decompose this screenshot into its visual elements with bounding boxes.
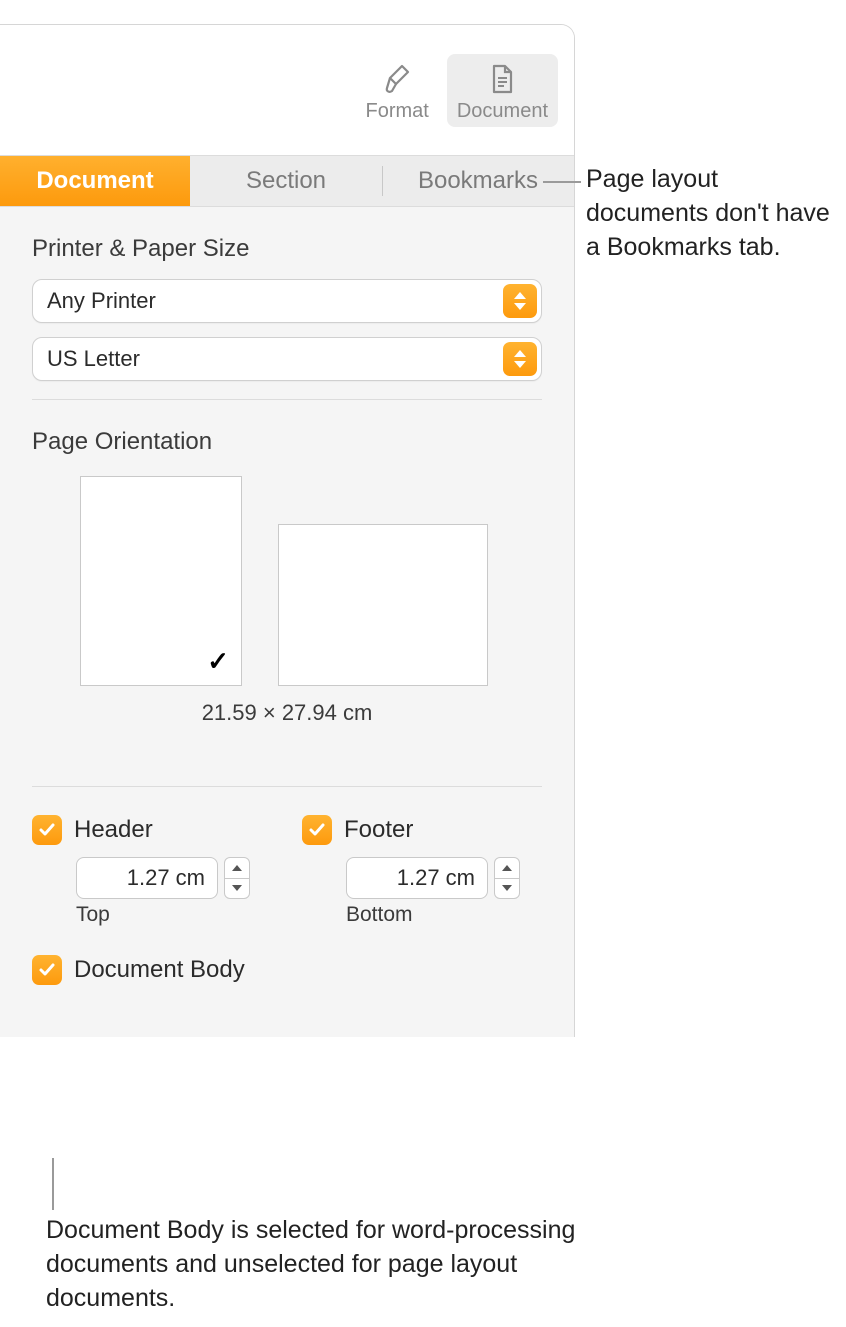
format-button[interactable]: Format xyxy=(356,54,439,127)
callout-bookmarks: Page layout documents don't have a Bookm… xyxy=(586,163,836,264)
header-checkbox[interactable] xyxy=(32,815,62,845)
divider xyxy=(32,399,542,400)
inspector-content: Printer & Paper Size Any Printer US Lett… xyxy=(0,207,574,1037)
document-button[interactable]: Document xyxy=(447,54,558,127)
footer-sublabel: Bottom xyxy=(346,903,542,927)
orientation-title: Page Orientation xyxy=(32,428,542,456)
orientation-landscape[interactable] xyxy=(278,524,488,686)
printer-value: Any Printer xyxy=(47,288,156,314)
stepper-up[interactable] xyxy=(225,858,249,879)
toolbar: Format Document xyxy=(0,25,574,155)
header-margin-input[interactable] xyxy=(76,857,218,899)
header-sublabel: Top xyxy=(76,903,272,927)
stepper-buttons xyxy=(494,857,520,899)
chevron-updown-icon xyxy=(503,284,537,318)
document-body-checkbox[interactable] xyxy=(32,955,62,985)
footer-column: Footer Bottom xyxy=(302,815,542,927)
footer-margin-stepper xyxy=(346,857,542,899)
page-dimensions: 21.59 × 27.94 cm xyxy=(32,700,542,726)
document-icon xyxy=(485,62,519,96)
printer-select[interactable]: Any Printer xyxy=(32,279,542,323)
callout-line xyxy=(52,1158,54,1210)
paper-size-select[interactable]: US Letter xyxy=(32,337,542,381)
header-label: Header xyxy=(74,816,153,844)
footer-margin-input[interactable] xyxy=(346,857,488,899)
format-label: Format xyxy=(366,100,429,123)
divider xyxy=(32,786,542,787)
inspector-panel: Format Document Document Section Bookmar… xyxy=(0,24,575,1037)
document-label: Document xyxy=(457,100,548,123)
stepper-up[interactable] xyxy=(495,858,519,879)
document-body-row: Document Body xyxy=(32,955,542,985)
footer-checkbox[interactable] xyxy=(302,815,332,845)
callout-document-body: Document Body is selected for word-proce… xyxy=(46,1214,606,1315)
chevron-updown-icon xyxy=(503,342,537,376)
orientation-row: ✓ xyxy=(32,476,542,686)
stepper-down[interactable] xyxy=(495,879,519,899)
stepper-down[interactable] xyxy=(225,879,249,899)
tab-document[interactable]: Document xyxy=(0,156,190,206)
header-footer-row: Header Top Footer xyxy=(32,815,542,927)
footer-label: Footer xyxy=(344,816,413,844)
tab-section[interactable]: Section xyxy=(190,156,382,206)
inspector-tabs: Document Section Bookmarks xyxy=(0,155,574,207)
printer-paper-title: Printer & Paper Size xyxy=(32,235,542,263)
paper-value: US Letter xyxy=(47,346,140,372)
header-column: Header Top xyxy=(32,815,272,927)
stepper-buttons xyxy=(224,857,250,899)
checkmark-icon xyxy=(37,960,57,980)
document-body-label: Document Body xyxy=(74,956,245,984)
checkmark-icon xyxy=(37,820,57,840)
orientation-portrait[interactable]: ✓ xyxy=(80,476,242,686)
paintbrush-icon xyxy=(380,62,414,96)
checkmark-icon: ✓ xyxy=(207,646,229,677)
header-margin-stepper xyxy=(76,857,272,899)
checkmark-icon xyxy=(307,820,327,840)
callout-line xyxy=(543,181,581,183)
